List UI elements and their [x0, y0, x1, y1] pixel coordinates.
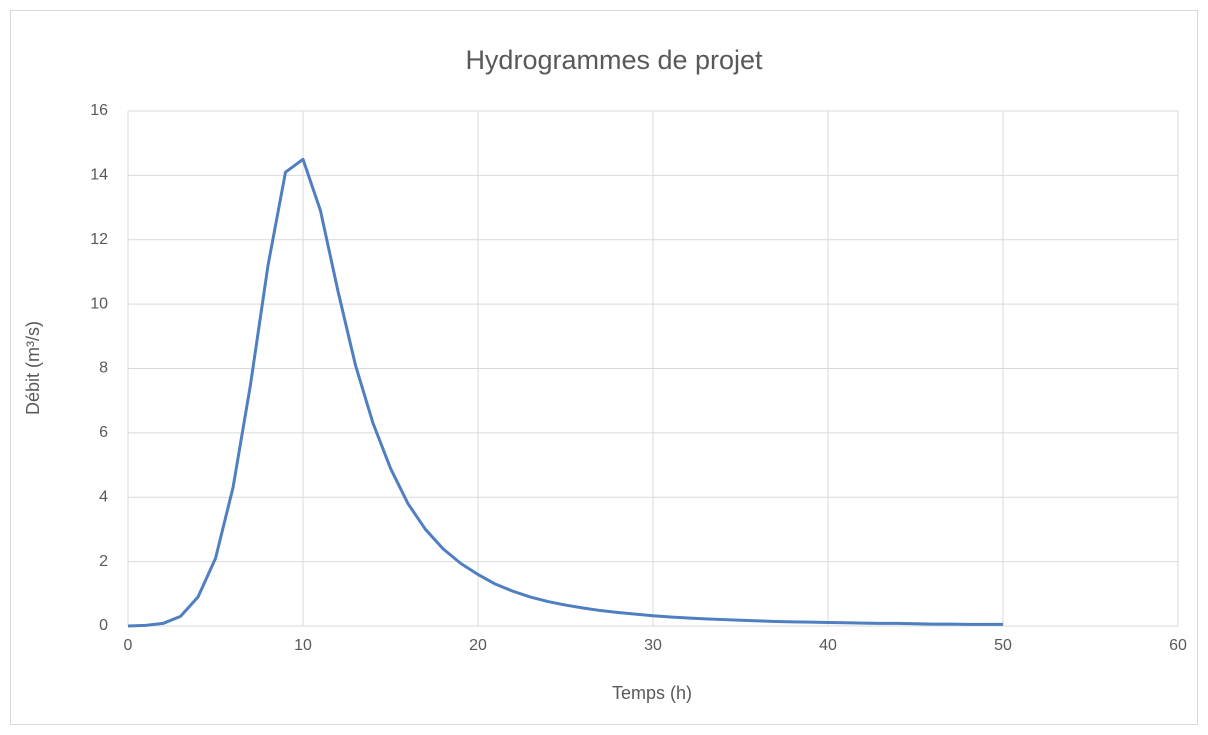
x-tick-label: 60 — [1169, 637, 1187, 654]
x-tick-label: 10 — [294, 637, 312, 654]
y-tick-label: 12 — [90, 231, 108, 248]
x-tick-label: 40 — [819, 637, 837, 654]
x-tick-label: 30 — [644, 637, 662, 654]
x-tick-label: 20 — [469, 637, 487, 654]
x-axis-title: Temps (h) — [612, 683, 692, 703]
y-tick-label: 8 — [99, 360, 108, 377]
y-tick-label: 4 — [99, 488, 108, 505]
chart-border — [10, 10, 1198, 725]
y-tick-label: 0 — [99, 617, 108, 634]
x-tick-label: 50 — [994, 637, 1012, 654]
y-tick-label: 16 — [90, 102, 108, 119]
y-axis-title: Débit (m³/s) — [23, 321, 43, 415]
y-tick-label: 10 — [90, 295, 108, 312]
x-tick-label: 0 — [124, 637, 133, 654]
chart-title: Hydrogrammes de projet — [465, 45, 763, 75]
y-tick-label: 2 — [99, 553, 108, 570]
y-tick-label: 6 — [99, 424, 108, 441]
data-line — [127, 157, 1003, 628]
y-tick-label: 14 — [90, 167, 108, 184]
